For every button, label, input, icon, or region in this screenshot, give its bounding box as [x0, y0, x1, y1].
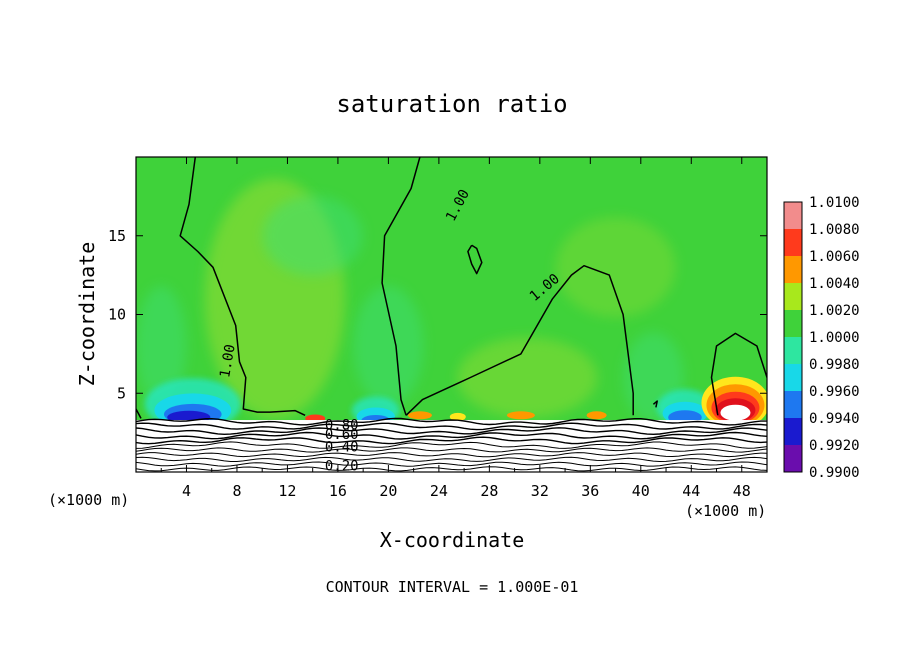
- contour-label: 0.20: [325, 458, 359, 474]
- contour-1.00: [405, 264, 634, 416]
- colorbar-label: 1.0000: [809, 330, 860, 346]
- contour-lines: [136, 157, 767, 472]
- terrain-contour: [136, 441, 767, 449]
- colorbar-swatch: [784, 364, 802, 391]
- colorbar-label: 0.9900: [809, 465, 860, 481]
- terrain-contour: [136, 417, 767, 426]
- supersat-streak: [506, 411, 535, 420]
- x-tick-label: 8: [232, 482, 241, 500]
- y-tick-label: 10: [108, 306, 126, 324]
- x-axis-label: X-coordinate: [380, 528, 525, 552]
- colorbar-label: 1.0080: [809, 222, 860, 238]
- colorbar-swatch: [784, 445, 802, 472]
- field-blobs: [136, 178, 767, 431]
- colorbar-label: 0.9940: [809, 411, 860, 427]
- colorbar-label: 1.0020: [809, 303, 860, 319]
- terrain-contour: [136, 427, 767, 436]
- x-axis: 4 8 12 16 20 24 28 32 36 40 44 48: [160, 157, 751, 500]
- x-tick-label: 44: [682, 482, 700, 500]
- supersat-streak: [407, 411, 432, 420]
- supersat-streak: [449, 412, 466, 421]
- chart-title: saturation ratio: [336, 90, 567, 118]
- supersat-streak: [586, 411, 607, 420]
- x-unit-right: (×1000 m): [685, 502, 766, 520]
- contour-1.00: [710, 332, 767, 416]
- y-tick-label: 15: [108, 227, 126, 245]
- x-tick-label: 20: [379, 482, 397, 500]
- x-tick-label: 28: [480, 482, 498, 500]
- colorbar-label: 0.9920: [809, 438, 860, 454]
- x-unit-left: (×1000 m): [48, 491, 129, 509]
- terrain-contour: [136, 456, 767, 463]
- contour-1.00: [467, 244, 483, 275]
- x-tick-label: 36: [581, 482, 599, 500]
- terrain-contour: [136, 466, 767, 472]
- colorbar-label: 0.9980: [809, 357, 860, 373]
- colorbar-swatch: [784, 418, 802, 445]
- contour-1.00: [652, 400, 658, 408]
- supersat-pocket-ring: [720, 404, 751, 421]
- y-tick-label: 5: [117, 384, 126, 402]
- colorbar-swatch: [784, 229, 802, 256]
- colorbar-label: 0.9960: [809, 384, 860, 400]
- x-tick-label: 24: [430, 482, 448, 500]
- terrain-contour: [136, 422, 767, 431]
- colorbar-swatch: [784, 391, 802, 418]
- x-tick-label: 16: [329, 482, 347, 500]
- contour-label: 0.80: [325, 417, 359, 433]
- terrain-contour: [136, 436, 767, 445]
- contour-1.00: [381, 157, 421, 416]
- x-tick-label: 40: [632, 482, 650, 500]
- contour-labels: 1.001.001.000.800.600.400.20: [217, 187, 563, 475]
- plot-area: [136, 157, 767, 472]
- colorbar-swatch: [784, 310, 802, 337]
- contour-1.00: [136, 408, 142, 419]
- colorbar-label: 1.0060: [809, 249, 860, 265]
- terrain-contour: [136, 447, 767, 453]
- contour-label: 0.60: [325, 427, 359, 443]
- x-tick-label: 12: [278, 482, 296, 500]
- x-tick-label: 48: [733, 482, 751, 500]
- colorbar-swatch: [784, 202, 802, 229]
- terrain-contour: [136, 452, 767, 458]
- x-tick-label: 32: [531, 482, 549, 500]
- terrain-contour: [136, 461, 767, 467]
- y-axis-label: Z-coordinate: [75, 242, 99, 387]
- contour-interval-note: CONTOUR INTERVAL = 1.000E-01: [326, 578, 579, 596]
- terrain-contour: [136, 431, 767, 440]
- colorbar: 1.0100 1.0080 1.0060 1.0040 1.0020 1.0000 0.99…: [783, 195, 860, 481]
- contour-label: 1.00: [217, 343, 239, 379]
- colorbar-swatch: [784, 337, 802, 364]
- colorbar-swatch: [784, 256, 802, 283]
- colorbar-swatch: [784, 283, 802, 310]
- y-axis: 5 10 15: [108, 227, 767, 402]
- contour-1.00: [179, 157, 306, 416]
- colorbar-label: 1.0040: [809, 276, 860, 292]
- contour-label: 0.40: [325, 440, 359, 456]
- colorbar-frame: [783, 201, 803, 473]
- colorbar-label: 1.0100: [809, 195, 860, 211]
- x-tick-label: 4: [182, 482, 191, 500]
